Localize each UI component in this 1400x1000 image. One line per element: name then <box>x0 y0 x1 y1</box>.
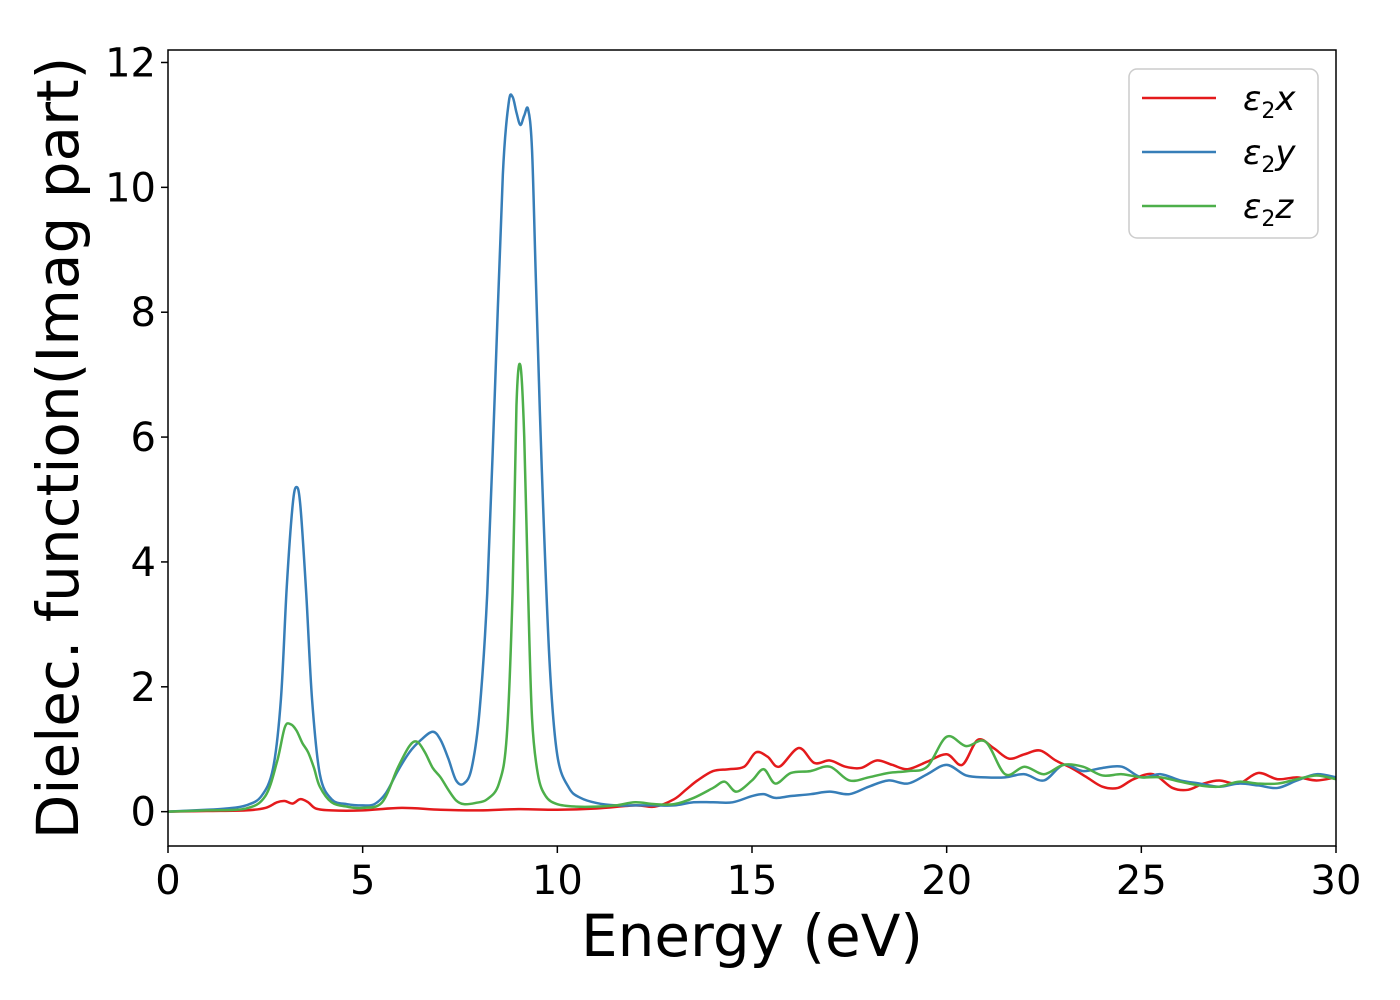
y-tick-label: 12 <box>105 40 156 86</box>
legend-label-x: ε2x <box>1243 79 1296 124</box>
x-tick-label: 10 <box>532 858 583 904</box>
x-tick-label: 20 <box>921 858 972 904</box>
y-tick-label: 2 <box>131 665 156 711</box>
legend: ε2x ε2y ε2z <box>1128 68 1319 239</box>
y-axis-ticks: 0 2 4 6 8 10 12 <box>105 40 168 836</box>
y-tick-label: 10 <box>105 165 156 211</box>
x-tick-label: 0 <box>155 858 180 904</box>
series-lines <box>168 93 1336 813</box>
y-axis-title: Dielec. function(Imag part) <box>24 57 92 840</box>
x-tick-label: 15 <box>727 858 778 904</box>
x-tick-label: 30 <box>1311 858 1362 904</box>
legend-label-y: ε2y <box>1243 133 1296 178</box>
y-tick-label: 4 <box>131 540 156 586</box>
y-tick-label: 0 <box>131 790 156 836</box>
y-tick-label: 8 <box>131 290 156 336</box>
legend-label-z: ε2z <box>1243 187 1294 232</box>
y-tick-label: 6 <box>131 415 156 461</box>
series-line-z <box>168 362 1336 813</box>
x-axis-ticks: 0 5 10 15 20 25 30 <box>155 846 1361 904</box>
series-line-x <box>168 738 1336 813</box>
x-tick-label: 5 <box>350 858 375 904</box>
x-tick-label: 25 <box>1116 858 1167 904</box>
legend-box <box>1128 68 1319 239</box>
x-axis-title: Energy (eV) <box>581 902 923 970</box>
series-line-y <box>168 93 1336 813</box>
